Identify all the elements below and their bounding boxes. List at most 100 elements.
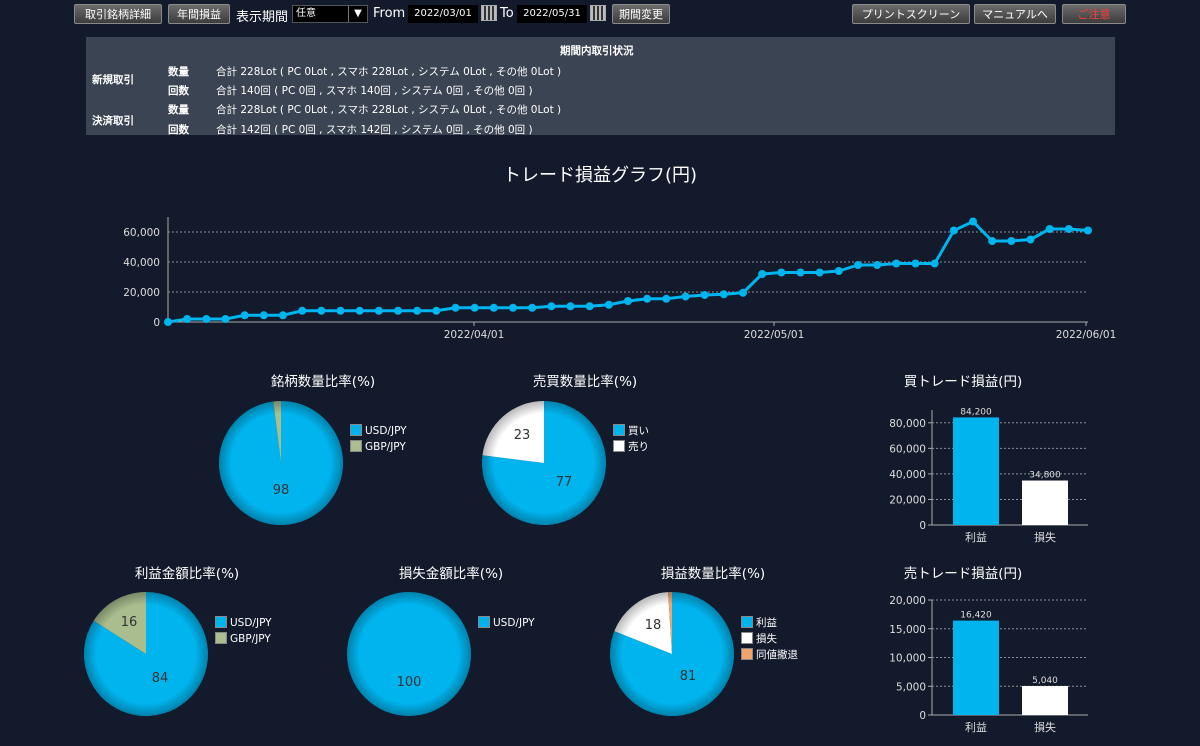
calendar-icon[interactable] [481,5,497,21]
data-point [969,217,977,226]
data-point [624,297,632,305]
legend-label: 買い [628,425,649,437]
data-point [1064,225,1073,233]
pie-shade [347,592,471,716]
to-label: To [500,6,514,21]
annual-pl-button[interactable]: 年間損益 [168,4,230,24]
settle-count-value: 合計 142回 ( PC 0回 , スマホ 142回 , システム 0回 , そ… [216,124,533,136]
data-point [834,267,843,275]
pie-value-label: 84 [152,671,169,686]
data-point [739,288,747,297]
pie-shade [482,401,606,525]
profit-amt-pie: 84 16 [83,592,208,716]
data-point [240,311,249,320]
period-label: 表示期間 [236,10,289,25]
loss-amt-title: 損失金額比率(%) [398,566,504,582]
trade-detail-button[interactable]: 取引銘柄詳細 [74,4,162,24]
data-point [796,268,805,277]
x-tick-label: 2022/06/01 [1056,329,1117,341]
pie-value-label: 77 [556,475,573,490]
change-period-button[interactable]: 期間変更 [612,4,670,24]
pie-value-label: 16 [121,615,138,630]
x-tick-label: 損失 [1034,530,1056,544]
buysell-qty-title: 売買数量比率(%) [532,374,638,390]
bar [1022,686,1068,715]
data-point [873,261,882,269]
data-point [930,259,939,268]
pl-qty-legend: 利益 損失 同値撤退 [741,616,798,664]
y-tick-label: 40,000 [123,257,160,269]
data-point [279,311,287,320]
legend-label: USD/JPY [365,425,407,437]
data-point [336,306,345,315]
from-date-input[interactable]: 2022/03/01 [408,5,478,23]
series-line [167,219,1089,324]
period-select-value: 任意 [296,8,316,19]
chevron-down-icon[interactable]: ▼ [348,6,367,22]
data-point [489,303,498,312]
settle-count-label: 回数 [168,124,189,136]
legend-label: 売り [628,441,649,453]
data-point [509,303,517,312]
legend-swatch [741,616,753,628]
legend-swatch [350,424,362,436]
buysell-qty-legend: 買い 売り [613,424,649,456]
data-point [700,291,709,299]
print-screen-button[interactable]: プリントスクリーン [852,4,970,24]
data-point [719,290,728,299]
data-point [202,315,211,323]
y-tick-label: 20,000 [123,287,160,299]
legend-swatch [613,440,625,452]
symbol-qty-title: 銘柄数量比率(%) [270,374,376,390]
y-tick-label: 20,000 [889,494,926,506]
data-point [317,306,326,315]
pie-value-label: 18 [645,618,662,633]
data-point [1007,237,1016,245]
x-tick-label: 2022/05/01 [744,329,805,341]
y-tick-label: 60,000 [123,227,160,239]
period-select[interactable]: 任意 ▼ [292,5,368,23]
profit-amt-title: 利益金額比率(%) [134,566,240,582]
buysell-qty-pie: 77 23 [482,401,606,525]
legend-swatch [215,616,227,628]
x-tick-label: 2022/04/01 [444,329,505,341]
new-trade-label: 新規取引 [92,74,134,86]
legend-swatch [350,440,362,452]
manual-button[interactable]: マニュアルへ [974,4,1056,24]
pie-shade [84,592,208,716]
sell-pl-title: 売トレード損益(円) [903,566,1023,582]
y-tick-label: 0 [153,317,160,329]
pie-value-label: 81 [680,669,697,684]
data-point [643,294,652,303]
new-count-value: 合計 140回 ( PC 0回 , スマホ 140回 , システム 0回 , そ… [216,85,533,97]
y-tick-label: 40,000 [889,469,926,481]
data-point [221,315,230,323]
legend-swatch [215,632,227,644]
new-count-label: 回数 [168,85,189,97]
from-label: From [373,6,406,21]
data-point [374,306,383,315]
data-point [1026,235,1035,244]
buy-pl-title: 買トレード損益(円) [903,374,1023,390]
data-point [355,306,364,315]
legend-swatch [613,424,625,436]
data-point [451,303,460,312]
to-date-input[interactable]: 2022/05/31 [517,5,587,23]
pie-value-label: 100 [397,675,422,690]
y-tick-label: 80,000 [889,418,926,430]
legend-swatch [741,648,753,660]
data-point [547,302,556,311]
data-point [528,303,537,312]
data-point [1084,226,1092,235]
pie-value-label: 98 [273,483,290,498]
data-point [394,306,402,315]
notice-button[interactable]: ご注意 [1062,4,1126,24]
bar [1022,480,1068,525]
pl-qty-pie: 81 18 [610,592,734,716]
y-tick-label: 15,000 [889,624,926,636]
legend-label: USD/JPY [493,617,535,629]
data-point [681,292,690,301]
data-point [892,259,901,268]
calendar-icon[interactable] [590,5,606,21]
legend-label: USD/JPY [230,617,272,629]
